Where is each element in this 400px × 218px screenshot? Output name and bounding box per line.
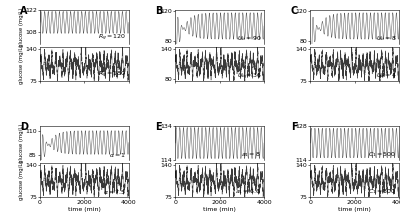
Text: $U_b = 8$: $U_b = 8$ [376, 34, 396, 43]
Text: F: F [291, 122, 297, 132]
Text: $U_b = 90$: $U_b = 90$ [237, 34, 261, 43]
Text: C: C [291, 6, 298, 16]
Text: $a_1 = 8$: $a_1 = 8$ [242, 150, 261, 158]
Y-axis label: glucose (mg/L): glucose (mg/L) [19, 44, 24, 84]
Text: $\alpha = 7.5$: $\alpha = 7.5$ [103, 187, 126, 196]
Text: $C_1 = 300$: $C_1 = 300$ [368, 187, 396, 196]
Text: $C_1 = 500$: $C_1 = 500$ [368, 150, 396, 158]
X-axis label: time (min): time (min) [203, 207, 236, 212]
X-axis label: time (min): time (min) [68, 207, 101, 212]
Y-axis label: glucose (mg/L): glucose (mg/L) [19, 160, 24, 200]
Text: $U_b = 36$: $U_b = 36$ [237, 71, 261, 80]
X-axis label: time (min): time (min) [338, 207, 371, 212]
Text: $R_g = 180$: $R_g = 180$ [98, 70, 126, 80]
Text: E: E [156, 122, 162, 132]
Y-axis label: glucose (mg/L): glucose (mg/L) [19, 123, 24, 163]
Text: D: D [20, 122, 28, 132]
Text: $\alpha = 1$: $\alpha = 1$ [109, 151, 126, 158]
Text: $U_b = 4$: $U_b = 4$ [376, 71, 396, 80]
Text: A: A [20, 6, 28, 16]
Text: $a_1 = 6.6$: $a_1 = 6.6$ [236, 187, 261, 196]
Text: B: B [156, 6, 163, 16]
Y-axis label: glucose (mg/L): glucose (mg/L) [18, 7, 24, 47]
Text: $R_g = 120$: $R_g = 120$ [98, 32, 126, 43]
